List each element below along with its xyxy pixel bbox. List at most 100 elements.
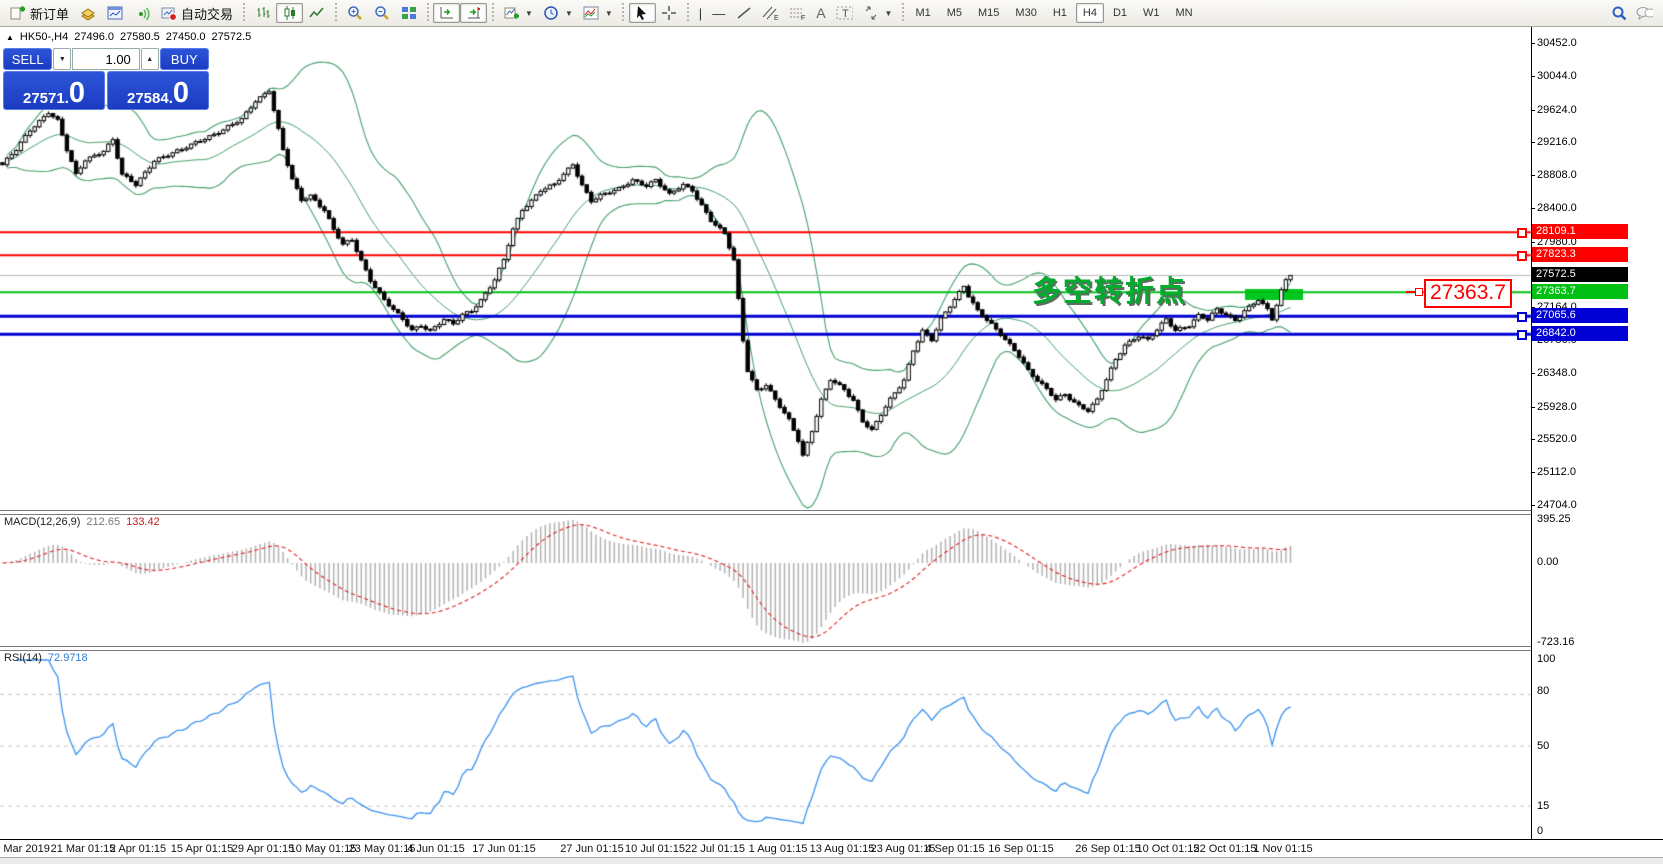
- hline-anchor-marker[interactable]: [1517, 228, 1527, 239]
- toolbar-separator: [620, 3, 626, 23]
- toolbar-separator: [490, 3, 496, 23]
- time-axis-frame: [0, 839, 1663, 840]
- timeframe-h4[interactable]: H4: [1075, 3, 1104, 23]
- time-axis-label: 1 Mar 2019: [0, 843, 50, 855]
- timeframe-m15[interactable]: M15: [978, 7, 1000, 19]
- chart-window: ▲ HK50-,H4 27496.0 27580.5 27450.0 27572…: [0, 27, 1663, 864]
- line-chart-button[interactable]: [303, 3, 330, 23]
- macd-axis-tick: 395.25: [1537, 513, 1571, 525]
- callout-leader-dash: [1406, 291, 1417, 293]
- cursor-button[interactable]: [628, 3, 656, 23]
- toolbar: 新订单 自动交易: [0, 0, 1663, 27]
- hline-anchor-marker[interactable]: [1517, 312, 1527, 323]
- timeframe-m30[interactable]: M30: [1015, 7, 1037, 19]
- time-axis-label: 26 Sep 01:15: [1075, 843, 1141, 855]
- sell-price-main: 27571: [22, 90, 65, 107]
- toolbar-right: [1611, 5, 1659, 21]
- new-chart-button[interactable]: [101, 3, 128, 23]
- volume-decrease-button[interactable]: ▼: [53, 48, 72, 70]
- timeframe-m1[interactable]: M1: [915, 7, 931, 19]
- current-price-label: 27572.5: [1532, 267, 1628, 283]
- time-axis-label: 23 Aug 01:15: [870, 843, 936, 855]
- templates-icon: [583, 5, 600, 21]
- periods-button[interactable]: ▼: [538, 3, 578, 23]
- text-label-button[interactable]: T: [831, 3, 858, 23]
- price-axis-tick: 24704.0: [1531, 499, 1577, 512]
- buy-price-button[interactable]: 27584 . 0: [107, 71, 209, 110]
- rsi-axis-tick: 15: [1537, 800, 1550, 812]
- panel-collapse-arrow[interactable]: ▲: [6, 32, 14, 42]
- auto-scroll-button[interactable]: [433, 3, 461, 23]
- timeframe-w1[interactable]: W1: [1143, 7, 1160, 19]
- candlestick-chart-icon: [281, 5, 298, 21]
- vertical-line-button[interactable]: |: [694, 3, 707, 23]
- gold-quotes-button[interactable]: [74, 3, 101, 23]
- new-order-button[interactable]: 新订单: [4, 3, 74, 23]
- ohlc-close: 27572.5: [211, 31, 252, 43]
- indicators-button[interactable]: ▼: [498, 3, 538, 23]
- bar-chart-button[interactable]: [249, 3, 276, 23]
- timeframe-mn[interactable]: MN: [1175, 7, 1193, 19]
- text-label-icon: T: [836, 5, 853, 21]
- chat-icon[interactable]: [1636, 5, 1653, 21]
- search-icon[interactable]: [1611, 5, 1628, 21]
- equidistant-channel-button[interactable]: E: [757, 3, 784, 23]
- buy-price-main: 27584: [126, 90, 169, 107]
- time-axis-label: 13 Aug 01:15: [809, 843, 875, 855]
- timeframe-d1[interactable]: D1: [1112, 7, 1128, 19]
- price-axis-frame: [1531, 27, 1532, 839]
- buy-button[interactable]: BUY: [159, 48, 209, 70]
- rsi-splitter[interactable]: [0, 646, 1531, 651]
- zoom-in-button[interactable]: [341, 3, 368, 23]
- autotrading-button[interactable]: 自动交易: [155, 3, 238, 23]
- macd-main-value: 212.65: [86, 516, 121, 528]
- indicators-caret-icon: ▼: [525, 8, 533, 18]
- timeframe-m5[interactable]: M5: [946, 7, 963, 19]
- rsi-axis-tick: 0: [1537, 825, 1544, 837]
- sell-button[interactable]: SELL: [3, 48, 53, 70]
- vertical-line-icon: |: [698, 5, 703, 21]
- price-callout-label[interactable]: 27363.7: [1424, 279, 1512, 308]
- signals-button[interactable]: [128, 3, 155, 23]
- macd-splitter[interactable]: [0, 510, 1531, 515]
- macd-label: MACD(12,26,9): [4, 516, 81, 528]
- arrows-button[interactable]: ▼: [858, 3, 898, 23]
- price-axis-tick: 30044.0: [1531, 69, 1577, 82]
- crosshair-button[interactable]: [656, 3, 683, 23]
- time-axis-label: 16 Sep 01:15: [988, 843, 1054, 855]
- sell-price-button[interactable]: 27571 . 0: [3, 71, 105, 110]
- time-axis-label: 22 Jul 01:15: [685, 843, 745, 855]
- tile-windows-button[interactable]: [395, 3, 422, 23]
- zoom-out-button[interactable]: [368, 3, 395, 23]
- window-bottom-strip: [0, 857, 1663, 864]
- horizontal-line-icon: —: [712, 5, 726, 21]
- buy-price-big-digit: 0: [172, 77, 190, 110]
- trendline-button[interactable]: [730, 3, 757, 23]
- rsi-axis-tick: 100: [1537, 653, 1556, 665]
- candlestick-chart-button[interactable]: [276, 3, 304, 23]
- text-button[interactable]: A: [811, 3, 830, 23]
- new-order-plus-icon: [9, 5, 26, 21]
- hline-anchor-marker[interactable]: [1517, 251, 1527, 262]
- arrows-icon: [863, 5, 880, 21]
- templates-button[interactable]: ▼: [578, 3, 618, 23]
- time-axis-label: 1 Nov 01:15: [1253, 843, 1313, 855]
- horizontal-line-button[interactable]: —: [707, 3, 730, 23]
- volume-input[interactable]: 1.00: [72, 48, 140, 70]
- rsi-axis-tick: 80: [1537, 685, 1550, 697]
- indicators-icon: [503, 5, 520, 21]
- trendline-icon: [735, 5, 752, 21]
- toolbar-separator: [241, 3, 247, 23]
- fibonacci-button[interactable]: F: [784, 3, 811, 23]
- price-axis-tick: 25928.0: [1531, 400, 1577, 413]
- turning-point-annotation[interactable]: 多空转折点: [1032, 276, 1188, 308]
- periods-caret-icon: ▼: [564, 8, 573, 18]
- volume-increase-button[interactable]: ▲: [140, 48, 159, 70]
- timeframe-h1[interactable]: H1: [1052, 7, 1067, 19]
- new-order-label: 新订单: [30, 6, 70, 22]
- main-chart-canvas[interactable]: [0, 27, 1663, 864]
- chart-shift-button[interactable]: [460, 3, 488, 23]
- zoom-in-icon: [346, 5, 363, 21]
- hline-anchor-marker[interactable]: [1517, 330, 1527, 341]
- crosshair-icon: [661, 5, 678, 21]
